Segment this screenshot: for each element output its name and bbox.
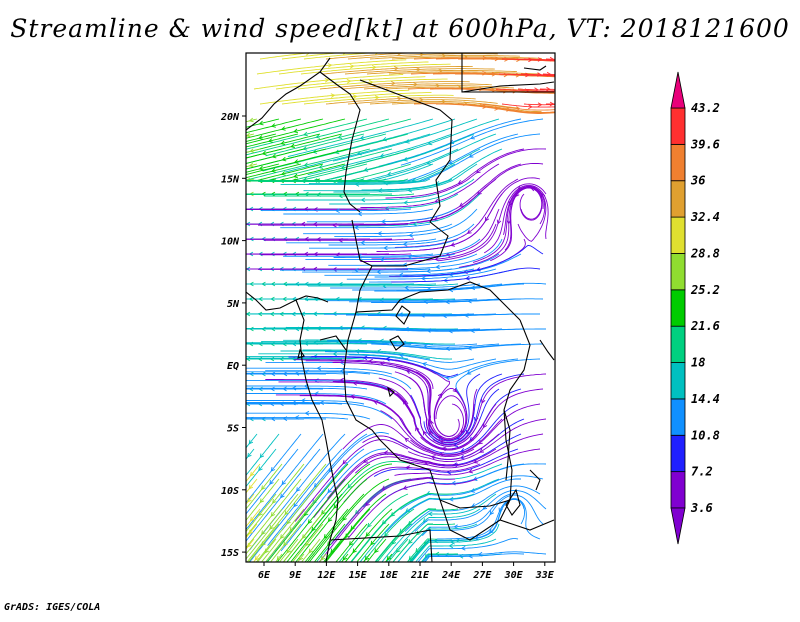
colorbar-segment [671,399,685,435]
lon-tick-label: 24E [441,570,461,581]
grads-credit: GrADS: IGES/COLA [4,602,100,613]
lat-tick-label: EQ [227,361,239,372]
streamline [242,134,298,148]
west-africa-coast [246,58,330,130]
drc-north [344,312,380,440]
east-small-1 [530,470,540,490]
colorbar-label: 36 [690,174,705,188]
colorbar: 3.6 7.2 10.8 14.4 18 21.6 25.2 28.8 32.4 36 39.6 43… [671,72,720,544]
streamline [401,119,543,165]
colorbar-high-arrow [671,72,685,108]
lat-tick-label: 15S [221,548,239,559]
colorbar-label: 3.6 [690,501,713,515]
colorbar-label: 39.6 [690,137,720,151]
lon-tick-label: 18E [380,570,399,581]
lat-tick-label: 10N [221,237,240,248]
horn-coast [540,340,554,360]
colorbar-segment [671,363,685,399]
colorbar-segment [671,326,685,362]
colorbar-segment [671,472,685,508]
latitude-axis: 20N 15N 10N 5N EQ 5S 10S 15S [220,112,246,559]
colorbar-segment [671,144,685,180]
colorbar-segment [671,253,685,289]
colorbar-label: 7.2 [691,465,713,479]
colorbar-segment [671,181,685,217]
lat-tick-label: 20N [220,112,240,123]
lon-tick-label: 27E [472,570,492,581]
colorbar-label: 18 [691,356,705,370]
east-small-2 [524,66,546,70]
colorbar-label: 14.4 [691,392,720,406]
streamline [375,524,411,565]
colorbar-label: 43.2 [691,101,720,115]
zambia-border [440,500,554,540]
colorbar-label: 21.6 [690,319,720,333]
colorbar-segment [671,217,685,253]
streamline [241,164,389,181]
colorbar-label: 28.8 [690,246,720,260]
lat-tick-label: 5S [227,424,239,435]
lat-tick-label: 15N [221,174,240,185]
streamline [310,119,455,158]
streamline [422,554,502,566]
lon-tick-label: 21E [410,570,430,581]
lon-tick-label: 30E [504,570,524,581]
lon-tick-label: 12E [317,570,336,581]
lon-tick-label: 33E [535,570,555,581]
streamline [333,164,477,192]
streamline [282,433,389,531]
streamline [288,119,433,157]
colorbar-label: 10.8 [691,428,720,442]
longitude-axis: 6E 9E 12E 15E 18E 21E 24E 27E 30E 33E [258,562,555,581]
guinea-coast [246,292,328,310]
country-borders [246,53,554,562]
streamline [456,359,540,438]
lon-tick-label: 6E [258,570,271,581]
streamline [245,403,392,420]
central-coast [296,300,338,562]
colorbar-segment [671,108,685,144]
lat-tick-label: 10S [221,486,239,497]
colorbar-segment [671,290,685,326]
lat-tick-label: 5N [227,299,240,310]
colorbar-label: 32.4 [690,210,720,224]
colorbar-label: 25.2 [690,283,720,297]
lon-tick-label: 9E [289,570,302,581]
lon-tick-label: 15E [349,570,368,581]
streamline [363,434,500,459]
colorbar-segment [671,435,685,471]
colorbar-low-arrow [671,508,685,544]
streamline [405,486,540,532]
